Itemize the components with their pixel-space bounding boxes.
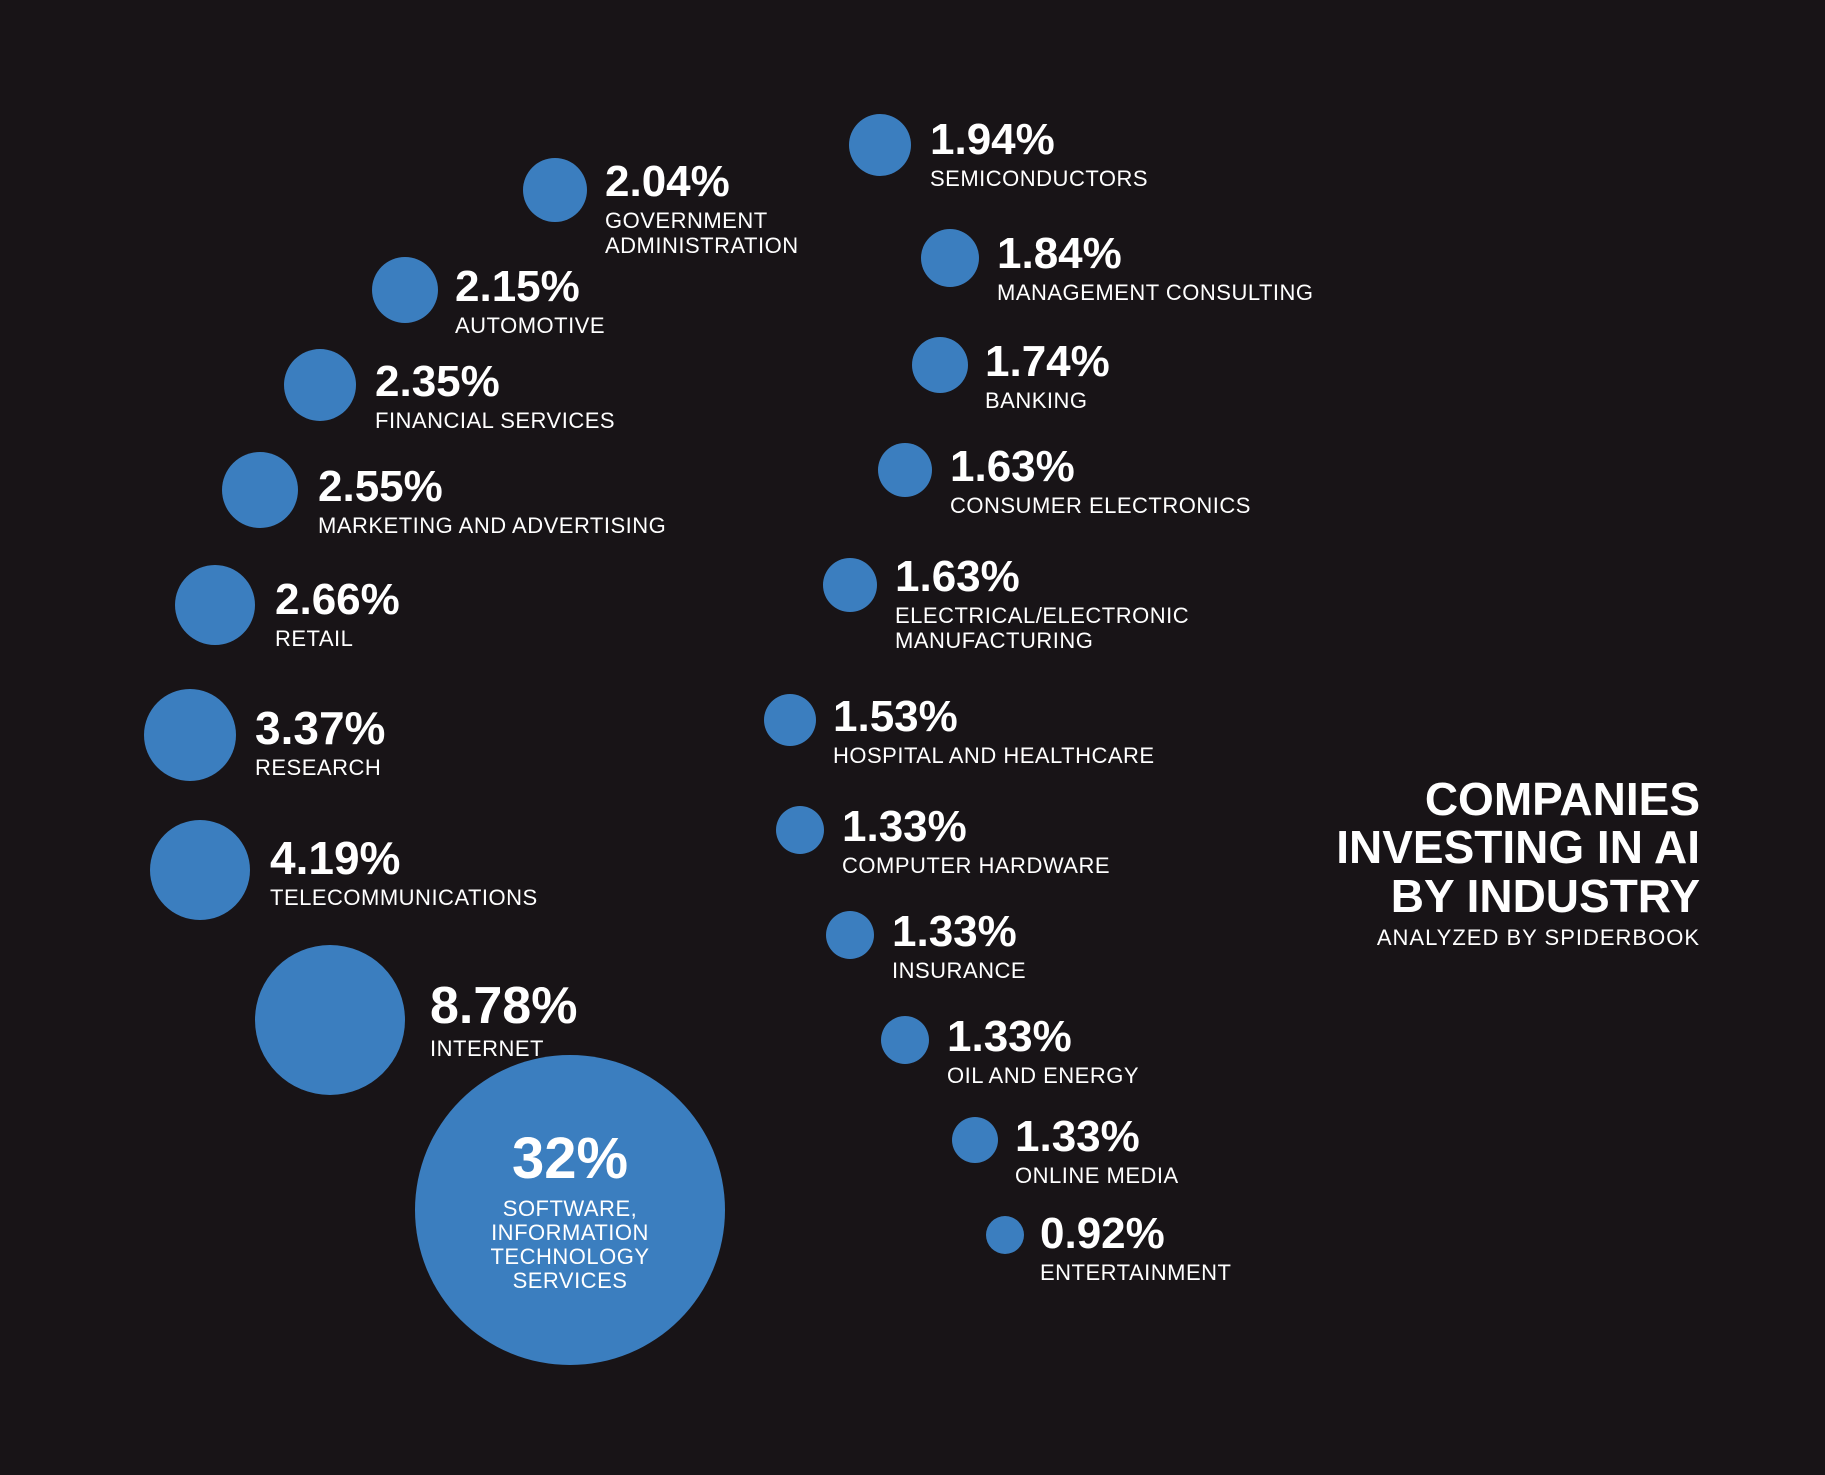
bubble-research — [144, 689, 236, 781]
category-insurance: INSURANCE — [892, 958, 1026, 983]
percent-retail: 2.66% — [275, 578, 400, 622]
label-entertainment: 0.92% ENTERTAINMENT — [1040, 1212, 1231, 1285]
percent-telecom: 4.19% — [270, 835, 538, 881]
category-research: RESEARCH — [255, 755, 385, 780]
label-banking: 1.74% BANKING — [985, 340, 1110, 413]
title-line1: COMPANIES — [1336, 775, 1700, 823]
bubble-government — [523, 158, 587, 222]
title-line3: BY INDUSTRY — [1336, 872, 1700, 920]
title-subtitle: ANALYZED BY SPIDERBOOK — [1336, 926, 1700, 949]
percent-semiconductors: 1.94% — [930, 118, 1148, 162]
bubble-software: 32%SOFTWARE, INFORMATION TECHNOLOGY SERV… — [415, 1055, 725, 1365]
bubble-comp-hardware — [776, 806, 824, 854]
category-banking: BANKING — [985, 388, 1110, 413]
category-consumer-electronics: CONSUMER ELECTRONICS — [950, 493, 1251, 518]
bubble-financial — [284, 349, 356, 421]
percent-internet: 8.78% — [430, 980, 577, 1032]
bubble-automotive — [372, 257, 438, 323]
bubble-consumer-electronics — [878, 443, 932, 497]
category-online-media: ONLINE MEDIA — [1015, 1163, 1179, 1188]
percent-automotive: 2.15% — [455, 265, 605, 309]
bubble-entertainment — [986, 1216, 1024, 1254]
bubble-electrical-mfg — [823, 558, 877, 612]
percent-hospital: 1.53% — [833, 695, 1155, 739]
bubble-online-media — [952, 1117, 998, 1163]
percent-financial: 2.35% — [375, 360, 615, 404]
chart-title: COMPANIES INVESTING IN AI BY INDUSTRY AN… — [1336, 775, 1700, 949]
bubble-marketing — [222, 452, 298, 528]
percent-consumer-electronics: 1.63% — [950, 445, 1251, 489]
label-marketing: 2.55% MARKETING AND ADVERTISING — [318, 465, 666, 538]
category-comp-hardware: COMPUTER HARDWARE — [842, 853, 1110, 878]
label-consumer-electronics: 1.63% CONSUMER ELECTRONICS — [950, 445, 1251, 518]
percent-comp-hardware: 1.33% — [842, 805, 1110, 849]
percent-software: 32% — [512, 1127, 628, 1191]
bubble-mgmt-consulting — [921, 229, 979, 287]
bubble-retail — [175, 565, 255, 645]
label-retail: 2.66% RETAIL — [275, 578, 400, 651]
category-semiconductors: SEMICONDUCTORS — [930, 166, 1148, 191]
category-retail: RETAIL — [275, 626, 400, 651]
percent-banking: 1.74% — [985, 340, 1110, 384]
category-government: GOVERNMENT ADMINISTRATION — [605, 208, 799, 259]
percent-online-media: 1.33% — [1015, 1115, 1179, 1159]
label-government: 2.04%GOVERNMENT ADMINISTRATION — [605, 160, 799, 259]
percent-government: 2.04% — [605, 160, 799, 204]
label-comp-hardware: 1.33% COMPUTER HARDWARE — [842, 805, 1110, 878]
label-online-media: 1.33% ONLINE MEDIA — [1015, 1115, 1179, 1188]
category-financial: FINANCIAL SERVICES — [375, 408, 615, 433]
label-insurance: 1.33% INSURANCE — [892, 910, 1026, 983]
percent-oil-energy: 1.33% — [947, 1015, 1139, 1059]
bubble-hospital — [764, 694, 816, 746]
percent-research: 3.37% — [255, 705, 385, 751]
label-oil-energy: 1.33% OIL AND ENERGY — [947, 1015, 1139, 1088]
category-marketing: MARKETING AND ADVERTISING — [318, 513, 666, 538]
category-entertainment: ENTERTAINMENT — [1040, 1260, 1231, 1285]
bubble-oil-energy — [881, 1016, 929, 1064]
label-electrical-mfg: 1.63%ELECTRICAL/ELECTRONIC MANUFACTURING — [895, 555, 1189, 654]
bubble-semiconductors — [849, 114, 911, 176]
category-electrical-mfg: ELECTRICAL/ELECTRONIC MANUFACTURING — [895, 603, 1189, 654]
category-automotive: AUTOMOTIVE — [455, 313, 605, 338]
title-line2: INVESTING IN AI — [1336, 823, 1700, 871]
label-research: 3.37% RESEARCH — [255, 705, 385, 780]
category-hospital: HOSPITAL AND HEALTHCARE — [833, 743, 1155, 768]
category-telecom: TELECOMMUNICATIONS — [270, 885, 538, 910]
category-internet: INTERNET — [430, 1036, 577, 1061]
infographic-stage: { "background_color": "#181417", "bubble… — [0, 0, 1825, 1475]
label-telecom: 4.19% TELECOMMUNICATIONS — [270, 835, 538, 910]
bubble-internet — [255, 945, 405, 1095]
label-financial: 2.35% FINANCIAL SERVICES — [375, 360, 615, 433]
percent-mgmt-consulting: 1.84% — [997, 232, 1314, 276]
bubble-insurance — [826, 911, 874, 959]
category-oil-energy: OIL AND ENERGY — [947, 1063, 1139, 1088]
label-hospital: 1.53% HOSPITAL AND HEALTHCARE — [833, 695, 1155, 768]
bubble-telecom — [150, 820, 250, 920]
label-automotive: 2.15% AUTOMOTIVE — [455, 265, 605, 338]
percent-marketing: 2.55% — [318, 465, 666, 509]
bubble-banking — [912, 337, 968, 393]
percent-insurance: 1.33% — [892, 910, 1026, 954]
label-mgmt-consulting: 1.84% MANAGEMENT CONSULTING — [997, 232, 1314, 305]
percent-entertainment: 0.92% — [1040, 1212, 1231, 1256]
category-software: SOFTWARE, INFORMATION TECHNOLOGY SERVICE… — [490, 1197, 649, 1294]
percent-electrical-mfg: 1.63% — [895, 555, 1189, 599]
label-internet: 8.78% INTERNET — [430, 980, 577, 1061]
category-mgmt-consulting: MANAGEMENT CONSULTING — [997, 280, 1314, 305]
label-semiconductors: 1.94% SEMICONDUCTORS — [930, 118, 1148, 191]
